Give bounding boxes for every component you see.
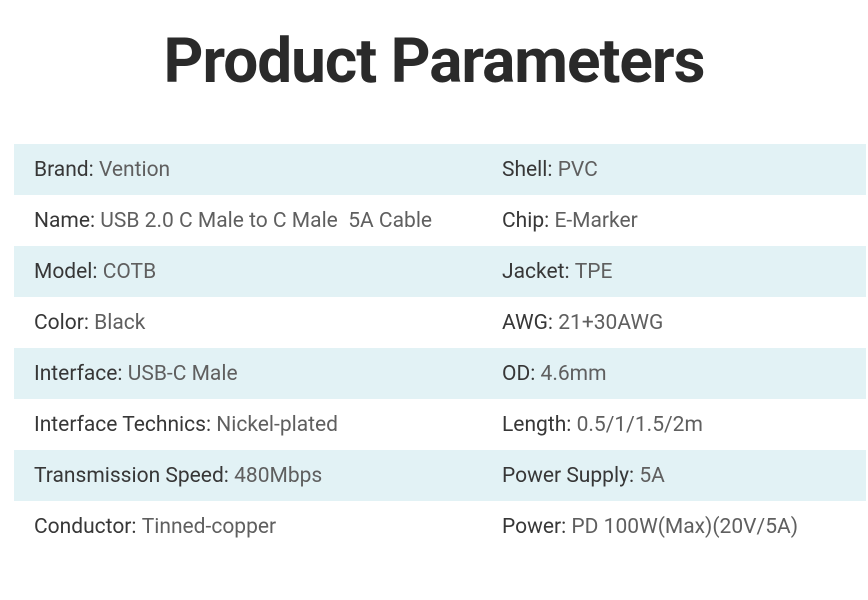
cell-right: AWG: 21+30AWG xyxy=(492,311,866,335)
spec-label: Model: xyxy=(34,260,103,284)
spec-value: Tinned-copper xyxy=(142,515,276,539)
spec-value: 0.5/1/1.5/2m xyxy=(577,413,703,437)
page-title: Product Parameters xyxy=(0,0,868,144)
cell-right: Power: PD 100W(Max)(20V/5A) xyxy=(492,515,866,539)
spec-label: Power: xyxy=(502,515,571,539)
spec-label: Interface: xyxy=(34,362,128,386)
spec-label: Shell: xyxy=(502,158,558,182)
cell-right: Length: 0.5/1/1.5/2m xyxy=(492,413,866,437)
spec-label: Conductor: xyxy=(34,515,142,539)
spec-label: OD: xyxy=(502,362,541,386)
table-row: Conductor: Tinned-copperPower: PD 100W(M… xyxy=(14,501,866,552)
table-row: Brand: VentionShell: PVC xyxy=(14,144,866,195)
spec-value: 4.6mm xyxy=(541,362,607,386)
spec-label: Length: xyxy=(502,413,577,437)
spec-value: COTB xyxy=(103,260,156,284)
cell-left: Transmission Speed: 480Mbps xyxy=(14,464,492,488)
spec-label: Power Supply: xyxy=(502,464,639,488)
table-row: Interface: USB-C MaleOD: 4.6mm xyxy=(14,348,866,399)
spec-table: Brand: VentionShell: PVCName: USB 2.0 C … xyxy=(14,144,866,552)
spec-value: 5A xyxy=(639,464,665,488)
spec-label: Brand: xyxy=(34,158,99,182)
spec-value: TPE xyxy=(575,260,613,284)
spec-value: USB-C Male xyxy=(128,362,238,386)
cell-right: Chip: E-Marker xyxy=(492,209,866,233)
cell-right: Shell: PVC xyxy=(492,158,866,182)
spec-value: PD 100W(Max)(20V/5A) xyxy=(571,515,798,539)
spec-label: Color: xyxy=(34,311,94,335)
page-container: Product Parameters Brand: VentionShell: … xyxy=(0,0,868,552)
spec-value: Nickel-plated xyxy=(216,413,338,437)
spec-label: Interface Technics: xyxy=(34,413,216,437)
spec-label: Chip: xyxy=(502,209,554,233)
spec-value: 21+30AWG xyxy=(558,311,663,335)
cell-left: Conductor: Tinned-copper xyxy=(14,515,492,539)
cell-right: OD: 4.6mm xyxy=(492,362,866,386)
cell-right: Jacket: TPE xyxy=(492,260,866,284)
cell-right: Power Supply: 5A xyxy=(492,464,866,488)
table-row: Color: BlackAWG: 21+30AWG xyxy=(14,297,866,348)
cell-left: Name: USB 2.0 C Male to C Male 5A Cable xyxy=(14,209,492,233)
spec-value: E-Marker xyxy=(554,209,637,233)
cell-left: Model: COTB xyxy=(14,260,492,284)
spec-value: Vention xyxy=(99,158,170,182)
cell-left: Color: Black xyxy=(14,311,492,335)
table-row: Transmission Speed: 480MbpsPower Supply:… xyxy=(14,450,866,501)
spec-label: AWG: xyxy=(502,311,558,335)
spec-value: Black xyxy=(94,311,145,335)
table-row: Name: USB 2.0 C Male to C Male 5A CableC… xyxy=(14,195,866,246)
spec-value: 480Mbps xyxy=(234,464,322,488)
spec-value: PVC xyxy=(558,158,598,182)
spec-value: USB 2.0 C Male to C Male 5A Cable xyxy=(100,209,432,233)
spec-label: Transmission Speed: xyxy=(34,464,234,488)
cell-left: Brand: Vention xyxy=(14,158,492,182)
table-row: Interface Technics: Nickel-platedLength:… xyxy=(14,399,866,450)
cell-left: Interface Technics: Nickel-plated xyxy=(14,413,492,437)
spec-label: Jacket: xyxy=(502,260,575,284)
cell-left: Interface: USB-C Male xyxy=(14,362,492,386)
table-row: Model: COTBJacket: TPE xyxy=(14,246,866,297)
spec-label: Name: xyxy=(34,209,100,233)
